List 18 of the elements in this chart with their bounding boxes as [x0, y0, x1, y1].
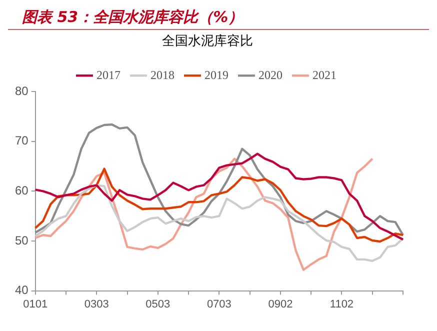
legend-label: 2020 — [258, 68, 282, 82]
legend-label: 2018 — [150, 68, 174, 82]
x-tick-label: 0503 — [146, 298, 170, 310]
x-tick-label: 1102 — [330, 298, 354, 310]
chart-subtitle: 全国水泥库容比 — [162, 33, 253, 50]
x-tick-label: 0902 — [268, 298, 293, 310]
x-tick-label: 0101 — [23, 298, 48, 310]
y-tick-label: 40 — [14, 283, 29, 298]
y-tick-label: 60 — [14, 184, 29, 198]
y-tick-label: 50 — [14, 233, 29, 248]
legend-label: 2021 — [312, 68, 336, 82]
legend-label: 2019 — [204, 68, 228, 82]
x-tick-label: 0303 — [84, 298, 109, 310]
chart-title: 图表 53：全国水泥库容比（%） — [8, 8, 429, 30]
legend-label: 2017 — [96, 68, 120, 82]
x-tick-label: 0703 — [206, 298, 232, 310]
y-tick-label: 70 — [14, 134, 29, 148]
y-tick-label: 80 — [14, 84, 29, 98]
